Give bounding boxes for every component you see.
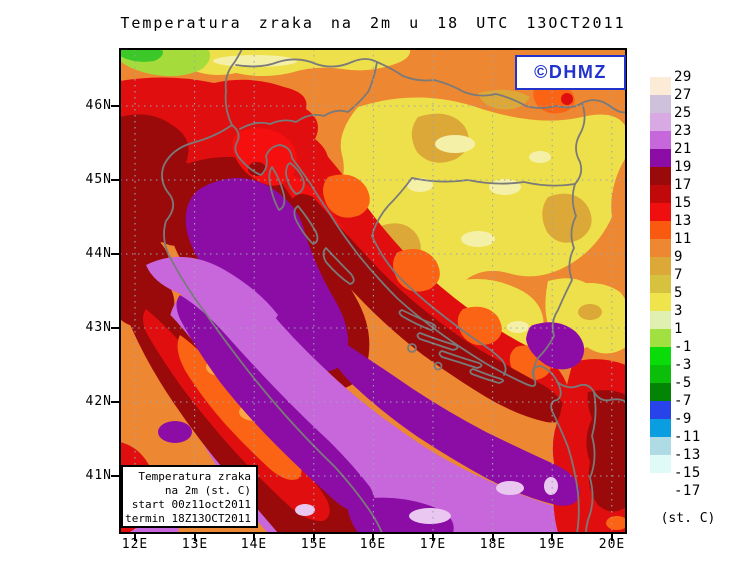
dhmz-watermark-box: ©DHMZ	[515, 55, 626, 90]
dhmz-watermark-text: ©DHMZ	[534, 62, 607, 82]
legend-swatch	[650, 185, 671, 203]
legend-tick-label: -17	[674, 483, 701, 499]
legend-tick-label: -1	[674, 339, 692, 355]
legend-swatch	[650, 365, 671, 383]
run-info-box: Temperatura zraka na 2m (st. C) start 00z1…	[121, 465, 258, 528]
lat-tick-label: 45N	[85, 172, 112, 187]
legend-swatch	[650, 437, 671, 455]
lon-tick-label: 19E	[538, 537, 566, 552]
lon-tick-label: 15E	[300, 537, 328, 552]
legend-swatch	[650, 347, 671, 365]
run-info-line: termin 18Z13OCT2011	[125, 512, 251, 525]
legend-tick-label: -13	[674, 447, 701, 463]
lon-tick-label: 18E	[479, 537, 507, 552]
legend-tick-label: 27	[674, 87, 692, 103]
legend-tick-label: -11	[674, 429, 701, 445]
legend-tick-label: 11	[674, 231, 692, 247]
legend-tick-label: 29	[674, 69, 692, 85]
legend-tick-label: 17	[674, 177, 692, 193]
lon-tick-label: 13E	[181, 537, 209, 552]
legend-swatch	[650, 113, 671, 131]
legend-tick-label: 21	[674, 141, 692, 157]
axis-ticks	[111, 105, 613, 541]
legend-swatch	[650, 221, 671, 239]
map-title: Temperatura zraka na 2m u 18 UTC 13OCT20…	[120, 14, 626, 32]
run-info-line: Temperatura zraka	[138, 470, 251, 483]
legend-swatch	[650, 77, 671, 95]
legend-swatch	[650, 239, 671, 257]
lon-tick-label: 20E	[598, 537, 626, 552]
legend-swatch	[650, 473, 671, 491]
legend-tick-label: 9	[674, 249, 683, 265]
legend-swatch	[650, 329, 671, 347]
lat-tick-label: 42N	[85, 394, 112, 409]
legend-swatch	[650, 455, 671, 473]
legend-tick-label: 1	[674, 321, 683, 337]
legend-tick-label: 3	[674, 303, 683, 319]
legend-swatch	[650, 383, 671, 401]
legend-tick-label: 25	[674, 105, 692, 121]
legend-swatch	[650, 257, 671, 275]
legend-tick-label: 5	[674, 285, 683, 301]
lon-tick-label: 17E	[419, 537, 447, 552]
country-borders	[161, 49, 626, 533]
legend-tick-label: 15	[674, 195, 692, 211]
legend-tick-label: 13	[674, 213, 692, 229]
lat-tick-label: 44N	[85, 246, 112, 261]
lon-tick-label: 14E	[240, 537, 268, 552]
lon-tick-label: 16E	[359, 537, 387, 552]
legend-swatch	[650, 167, 671, 185]
legend-swatch	[650, 149, 671, 167]
legend-unit-label: (st. C)	[660, 511, 716, 526]
legend-tick-label: -15	[674, 465, 701, 481]
legend-swatch	[650, 95, 671, 113]
legend-swatch	[650, 401, 671, 419]
legend-tick-label: 19	[674, 159, 692, 175]
run-info-line: na 2m (st. C)	[164, 484, 251, 497]
lat-tick-label: 41N	[85, 468, 112, 483]
legend-tick-label: -3	[674, 357, 692, 373]
run-info-line: start 00z11oct2011	[131, 498, 251, 511]
legend-swatch	[650, 131, 671, 149]
lat-tick-label: 46N	[85, 98, 112, 113]
legend-tick-label: 7	[674, 267, 683, 283]
temperature-fill-regions	[120, 49, 626, 533]
legend-tick-label: -9	[674, 411, 692, 427]
fill-north-adriatic-purple	[185, 178, 349, 372]
legend-swatch	[650, 293, 671, 311]
legend-swatch	[650, 203, 671, 221]
legend-tick-label: -5	[674, 375, 692, 391]
legend-swatch	[650, 419, 671, 437]
legend-tick-label: -7	[674, 393, 692, 409]
legend-tick-label: 23	[674, 123, 692, 139]
grid-lines	[120, 49, 626, 533]
legend-swatch	[650, 311, 671, 329]
lat-tick-label: 43N	[85, 320, 112, 335]
map-frame	[119, 48, 627, 534]
lon-tick-label: 12E	[121, 537, 149, 552]
legend-swatch	[650, 275, 671, 293]
